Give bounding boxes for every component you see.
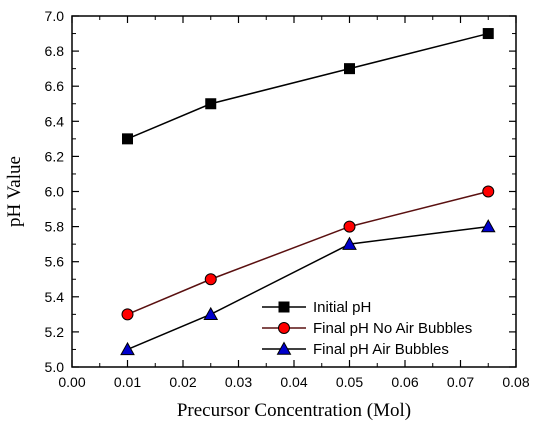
data-point	[205, 274, 216, 285]
x-tick-label: 0.05	[336, 374, 363, 390]
data-point	[121, 343, 134, 355]
y-tick-label: 5.2	[45, 324, 65, 340]
legend-label: Final pH Air Bubbles	[313, 341, 449, 358]
x-tick-label: 0.06	[391, 374, 418, 390]
y-tick-label: 6.6	[45, 78, 65, 94]
y-tick-label: 5.0	[45, 359, 65, 375]
legend-marker	[279, 323, 290, 334]
y-tick-label: 5.8	[45, 219, 65, 235]
data-point	[345, 64, 355, 74]
x-tick-label: 0.04	[280, 374, 307, 390]
plot-frame	[72, 16, 516, 367]
x-axis-label: Precursor Concentration (Mol)	[177, 400, 411, 421]
x-tick-label: 0.07	[447, 374, 474, 390]
series-2	[122, 186, 494, 320]
legend-marker	[279, 302, 289, 312]
legend-item: Final pH No Air Bubbles	[262, 320, 472, 337]
y-tick-label: 5.4	[45, 289, 65, 305]
x-tick-label: 0.08	[502, 374, 529, 390]
y-tick-label: 6.0	[45, 184, 65, 200]
legend-label: Final pH No Air Bubbles	[313, 320, 472, 337]
legend-label: Initial pH	[313, 299, 371, 316]
y-tick-label: 6.2	[45, 148, 65, 164]
series-layer	[121, 29, 495, 355]
x-tick-label: 0.01	[114, 374, 141, 390]
series-line	[128, 192, 489, 315]
series-line	[128, 34, 489, 139]
y-tick-label: 5.6	[45, 254, 65, 270]
y-tick-label: 6.8	[45, 43, 65, 59]
data-point	[482, 220, 495, 232]
data-point	[204, 308, 217, 320]
x-tick-label: 0.03	[225, 374, 252, 390]
data-point	[344, 221, 355, 232]
data-point	[123, 134, 133, 144]
y-tick-label: 6.4	[45, 113, 65, 129]
data-point	[206, 99, 216, 109]
x-tick-label: 0.02	[169, 374, 196, 390]
legend-item: Final pH Air Bubbles	[262, 341, 449, 358]
y-tick-label: 7.0	[45, 8, 65, 24]
data-point	[483, 29, 493, 39]
data-point	[122, 309, 133, 320]
series-1	[123, 29, 494, 144]
y-axis-label: pH Value	[4, 156, 25, 227]
legend: Initial pH Final pH No Air Bubbles Final p…	[262, 299, 472, 358]
legend-item: Initial pH	[262, 299, 371, 316]
data-point	[483, 186, 494, 197]
x-tick-label: 0.00	[58, 374, 85, 390]
